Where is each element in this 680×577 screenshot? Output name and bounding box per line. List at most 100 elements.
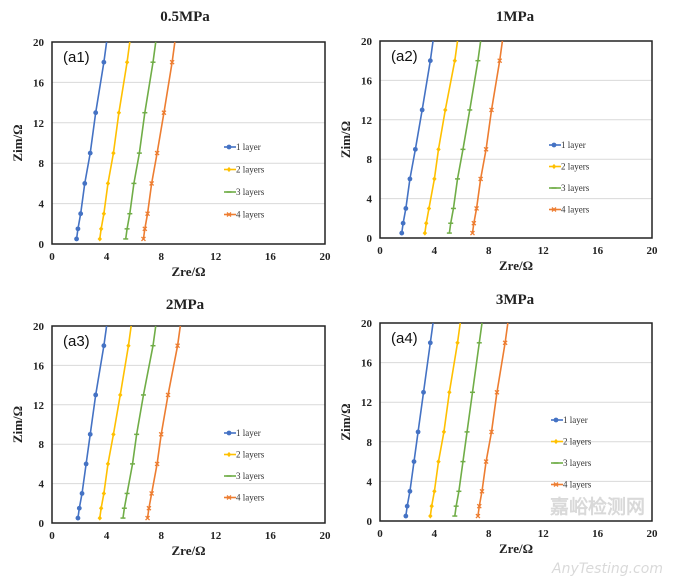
series-line [98,325,132,519]
series-line [454,322,483,517]
legend-item: 2 layers [549,162,590,172]
legend-label: 1 layer [236,142,261,152]
marker-cross [483,459,489,465]
marker-diamond [105,180,111,186]
legend-label: 2 layers [236,165,265,175]
marker-circle [427,340,433,346]
marker-cross [497,58,503,64]
marker-cross [226,495,232,500]
y-tick-label: 8 [367,437,373,449]
marker-diamond [118,392,123,398]
legend-item: 3 layers [224,187,265,197]
marker-circle [403,206,409,211]
marker-cross [226,212,232,217]
chart-title: 0.5MPa [160,9,210,25]
x-tick-label: 20 [647,528,659,540]
x-tick-label: 0 [49,251,55,263]
x-tick-label: 12 [210,530,222,542]
series-line [424,40,459,234]
series-4-layers [470,40,504,236]
legend-item: 4 layers [224,210,265,220]
marker-diamond [436,146,441,152]
legend-item: 3 layers [549,183,590,193]
x-tick-label: 16 [265,251,277,263]
marker-diamond [553,438,559,445]
marker-cross [470,230,475,236]
marker-cross [149,180,155,186]
series-line [448,40,482,234]
series-line [77,325,108,519]
subplot-a4: 0 4 8 12 16 20 0 4 8 12 16 20 3MPa Zre/Ω Zim/Ω (a4) 1 la… [338,292,658,556]
x-tick-label: 4 [104,530,110,542]
marker-cross [146,505,152,511]
legend-item: 4 layers [549,205,590,215]
marker-circle [419,107,425,113]
x-axis-label: Zre/Ω [499,258,533,273]
legend-item: 3 layers [224,471,265,481]
y-tick-label: 16 [33,77,45,89]
series-line [142,41,176,240]
x-tick-label: 0 [377,528,383,540]
marker-cross [471,220,477,226]
series-line [477,322,509,517]
legend-label: 2 layers [236,450,265,460]
marker-diamond [116,110,122,116]
marker-circle [93,110,99,116]
legend-label: 4 layers [236,493,265,503]
marker-cross [494,389,500,395]
y-tick-label: 16 [361,75,373,87]
marker-diamond [432,176,437,182]
y-tick-label: 8 [39,439,45,451]
marker-circle [400,220,406,226]
marker-cross [489,107,494,113]
y-tick-label: 12 [361,397,373,409]
panel-label: (a2) [391,48,418,65]
marker-cross [145,515,151,521]
marker-circle [101,59,107,65]
marker-circle [79,491,85,496]
legend-item: 1 layer [549,140,586,150]
series-3-layers [120,325,157,519]
marker-circle [226,144,232,150]
marker-cross [474,205,480,211]
y-tick-label: 12 [361,115,373,127]
legend-item: 1 layer [224,428,261,438]
plot-frame [51,325,326,524]
marker-circle [74,236,79,242]
legend-item: 2 layers [224,165,265,175]
x-tick-label: 16 [265,530,277,542]
series-1-layer [399,40,434,236]
legend-item: 2 layers [224,450,265,460]
marker-diamond [101,211,107,217]
subplot-a1: 0 4 8 12 16 20 0 4 8 12 16 20 0.5MPa Zre/Ω Zim/Ω (a1) 1 … [10,9,331,279]
x-axis-label: Zre/Ω [499,541,533,556]
marker-cross [478,176,484,182]
legend-item: 4 layers [551,480,592,490]
x-tick-label: 0 [377,245,383,257]
marker-diamond [126,343,131,349]
marker-cross [154,461,160,467]
marker-circle [553,417,559,423]
legend-item: 4 layers [224,493,265,503]
marker-circle [76,505,82,511]
marker-diamond [111,150,116,156]
marker-diamond [426,205,432,212]
x-tick-label: 0 [49,530,55,542]
chart-title: 3MPa [496,292,535,308]
marker-cross [154,150,160,156]
series-line [146,325,182,519]
y-axis-label: Zim/Ω [338,121,353,158]
marker-circle [404,503,410,509]
marker-circle [411,459,417,464]
marker-diamond [105,461,111,467]
subplot-a2: 0 4 8 12 16 20 0 4 8 12 16 20 1MPa Zre/Ω Zim/Ω (a2) 1 la… [338,9,658,273]
marker-diamond [422,230,428,236]
chart-title: 1MPa [496,9,535,25]
marker-circle [412,146,418,152]
legend-label: 1 layer [563,415,588,425]
series-3-layers [123,41,157,240]
marker-diamond [97,515,102,521]
marker-circle [82,181,88,186]
